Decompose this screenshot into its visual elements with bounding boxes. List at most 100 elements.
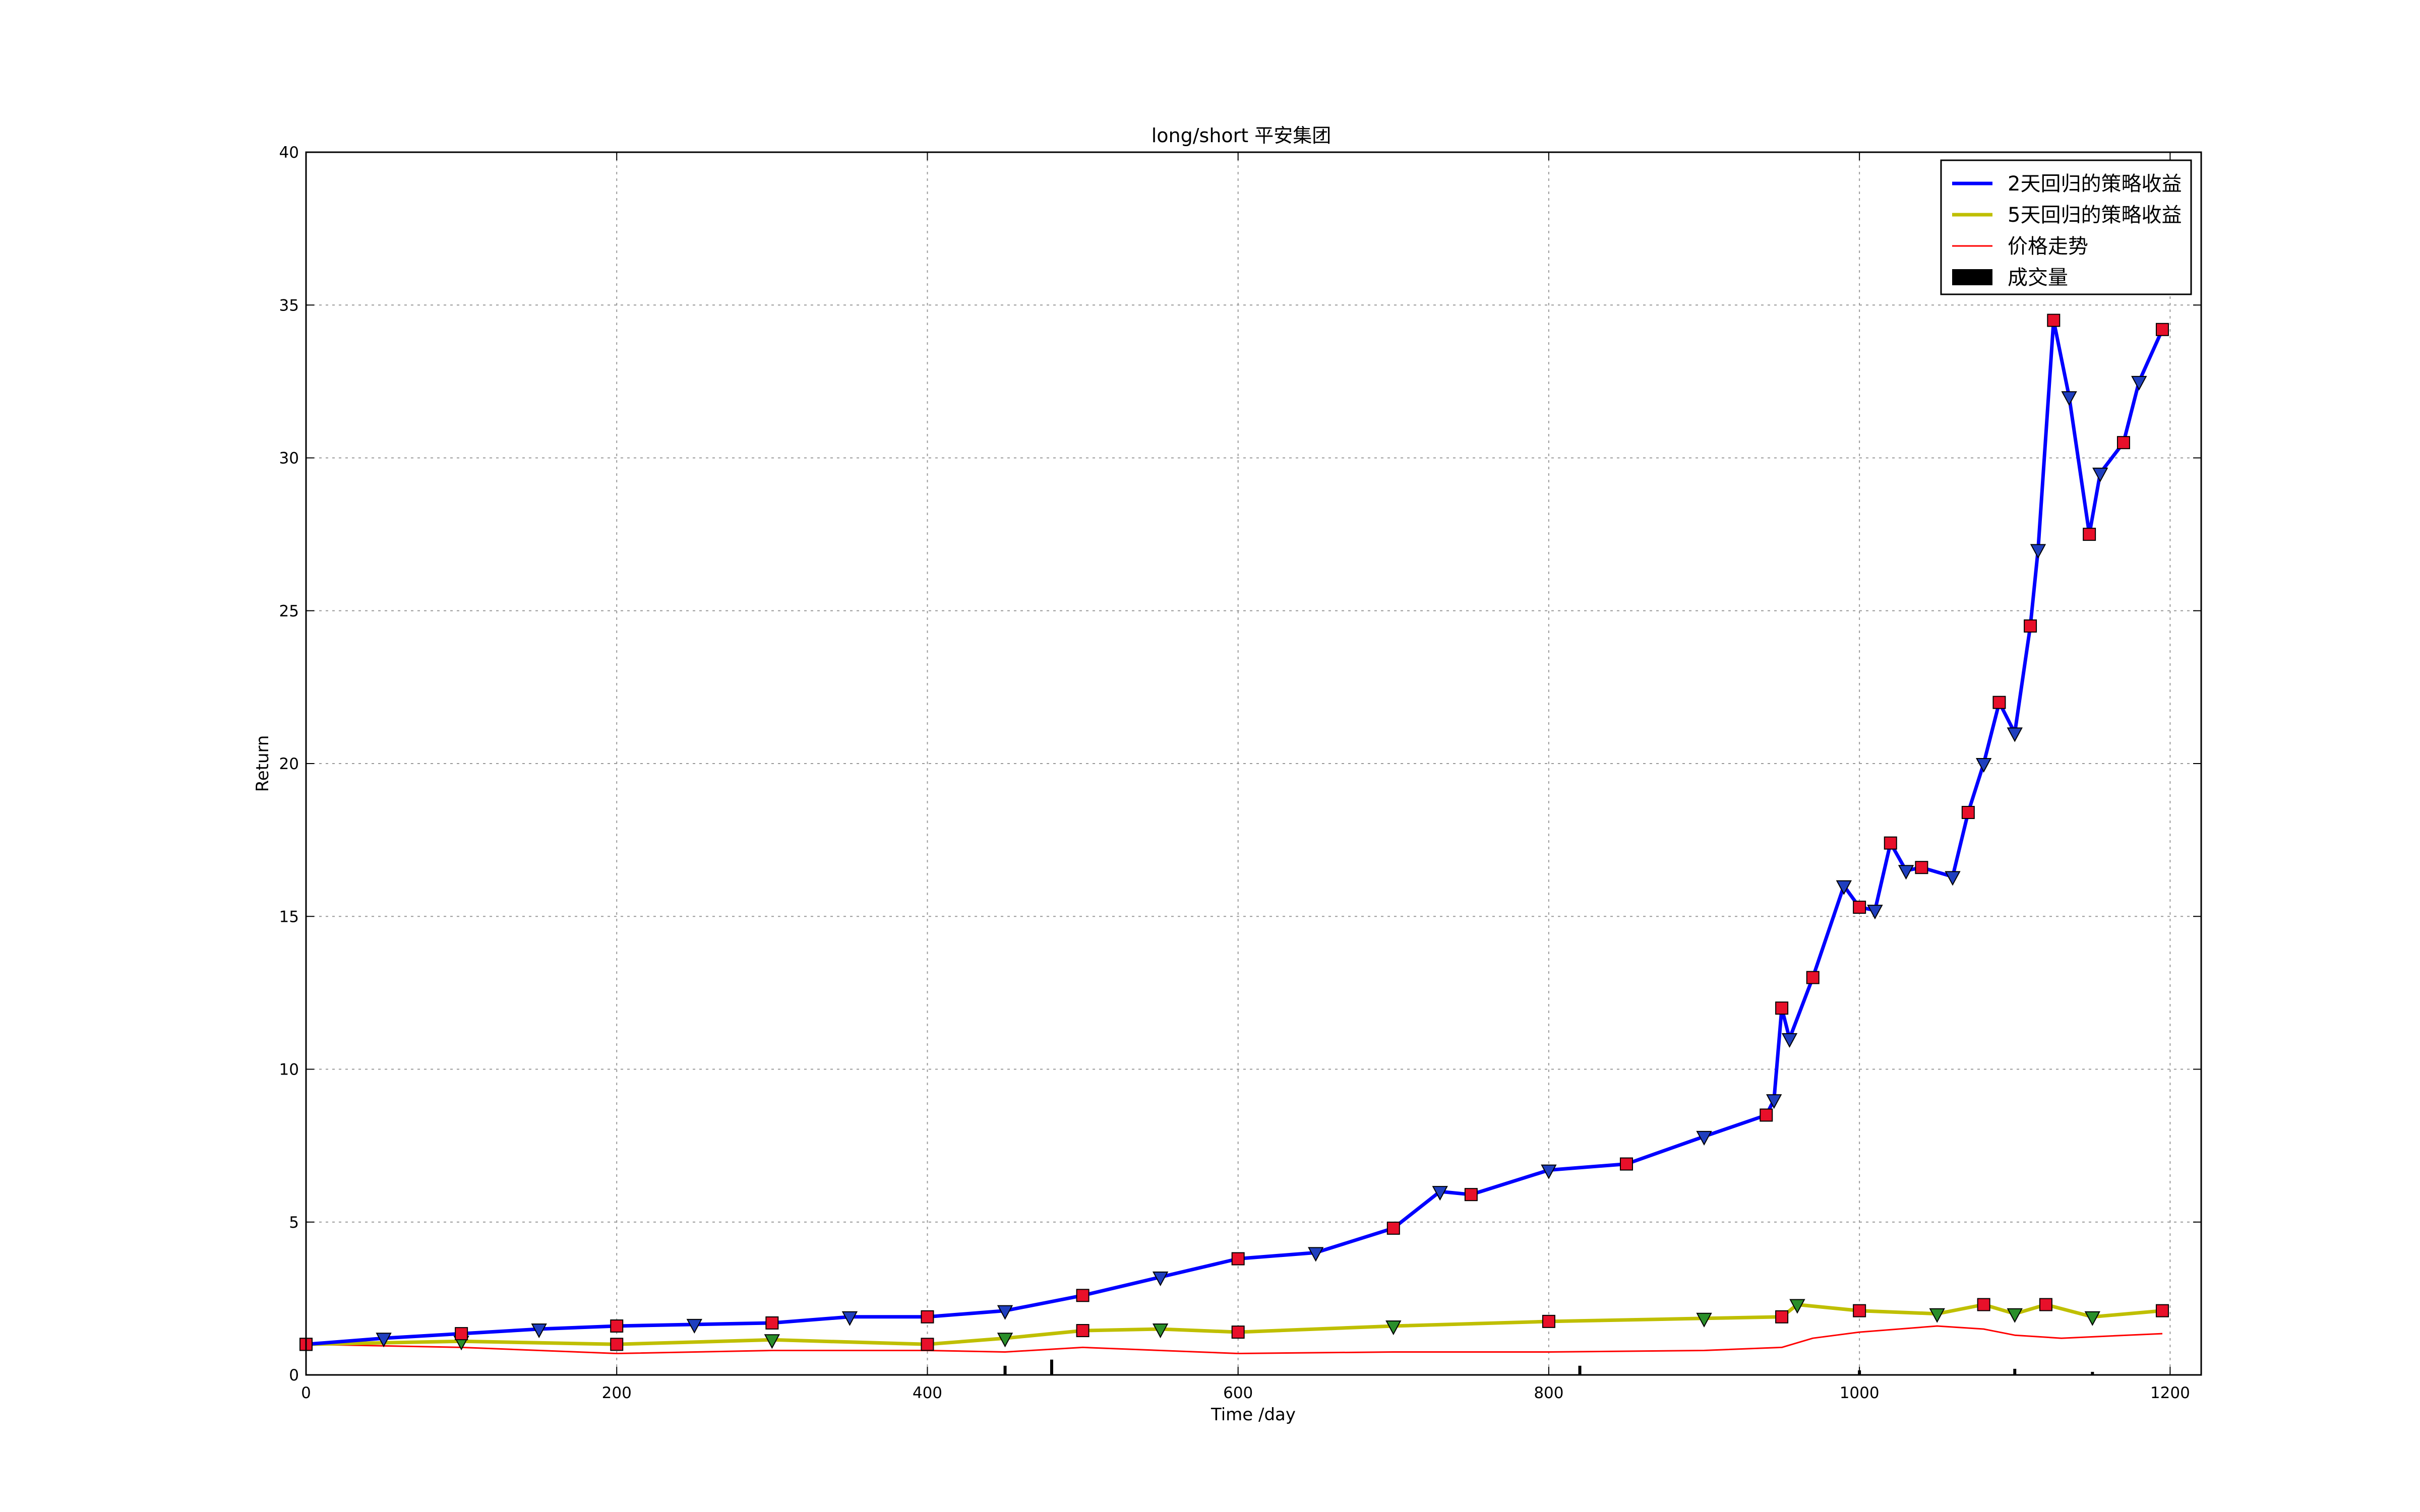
buy-marker: [1696, 1130, 1712, 1146]
x-tick-label: 200: [602, 1384, 632, 1402]
y-tick-label: 0: [289, 1366, 299, 1384]
sell-marker: [921, 1338, 934, 1351]
buy-marker: [2030, 544, 2046, 559]
buy-marker: [2131, 375, 2147, 391]
sell-marker: [1775, 1310, 1789, 1324]
x-tick-label: 1200: [2150, 1384, 2190, 1402]
sell-marker: [1853, 1304, 1866, 1317]
sell-marker: [2024, 619, 2037, 633]
buy-marker: [2084, 1311, 2100, 1326]
buy-marker: [1867, 905, 1883, 920]
sell-marker: [2047, 313, 2061, 327]
y-tick-label: 30: [279, 450, 299, 468]
y-tick-label: 15: [279, 908, 299, 926]
buy-marker: [686, 1318, 702, 1334]
sell-marker: [1076, 1324, 1090, 1338]
buy-marker: [1789, 1299, 1805, 1314]
buy-marker: [997, 1333, 1013, 1348]
buy-marker: [531, 1324, 547, 1339]
legend-swatch: [1952, 269, 1992, 285]
legend-label: 成交量: [2008, 266, 2068, 289]
volume-bar: [2013, 1368, 2017, 1375]
buy-marker: [1696, 1312, 1712, 1328]
legend-label: 2天回归的策略收益: [2008, 172, 2182, 196]
buy-marker: [841, 1311, 858, 1326]
sell-marker: [1231, 1326, 1245, 1339]
buy-marker: [1975, 758, 1992, 773]
sell-marker: [1386, 1221, 1400, 1235]
buy-marker: [1766, 1094, 1782, 1109]
y-tick-label: 10: [279, 1061, 299, 1079]
buy-marker: [1929, 1308, 1945, 1323]
sell-marker: [1760, 1108, 1773, 1122]
sell-marker: [1619, 1157, 1633, 1171]
x-tick-label: 800: [1534, 1384, 1563, 1402]
sell-marker: [1775, 1001, 1789, 1015]
volume-bar: [1050, 1359, 1053, 1375]
buy-marker: [2092, 467, 2108, 482]
buy-marker: [1308, 1247, 1324, 1262]
series-line: [306, 319, 2164, 1346]
sell-marker: [1884, 836, 1897, 850]
x-axis-label: Time /day: [1211, 1405, 1296, 1425]
series-line: [306, 1325, 2163, 1354]
sell-marker: [1853, 901, 1866, 914]
volume-bar: [1578, 1365, 1582, 1375]
sell-marker: [1977, 1298, 1990, 1311]
y-axis-ticks: 0 5 10 15 20 25 30 35 40: [279, 144, 2201, 1384]
buy-marker: [2007, 1308, 2023, 1323]
sell-marker: [1231, 1252, 1245, 1266]
legend-label: 5天回归的策略收益: [2008, 204, 2182, 227]
y-tick-label: 5: [289, 1214, 299, 1232]
sell-marker: [1915, 861, 1928, 874]
y-tick-label: 40: [279, 144, 299, 162]
sell-marker: [1806, 971, 1820, 984]
sell-marker: [1542, 1314, 1555, 1328]
buy-marker: [376, 1333, 392, 1348]
grid-lines: [306, 152, 2201, 1375]
buy-marker: [2061, 391, 2077, 406]
x-tick-label: 1000: [1840, 1384, 1880, 1402]
x-tick-label: 400: [913, 1384, 942, 1402]
volume-bar: [1003, 1365, 1007, 1375]
sell-marker: [1464, 1188, 1478, 1202]
series-layer: [299, 313, 2169, 1375]
buy-marker: [2007, 727, 2023, 742]
sell-marker: [2083, 528, 2096, 541]
sell-marker: [1992, 696, 2006, 709]
y-tick-label: 20: [279, 755, 299, 773]
sell-marker: [765, 1316, 779, 1330]
sell-marker: [455, 1327, 468, 1341]
buy-marker: [1385, 1320, 1402, 1336]
sell-marker: [1076, 1289, 1090, 1302]
buy-marker: [1152, 1271, 1169, 1287]
buy-marker: [1898, 865, 1914, 880]
y-tick-label: 35: [279, 296, 299, 314]
y-tick-label: 25: [279, 602, 299, 620]
buy-marker: [764, 1334, 780, 1349]
buy-marker: [1945, 871, 1961, 886]
sell-marker: [921, 1310, 934, 1324]
buy-marker: [1781, 1033, 1798, 1048]
volume-bar: [2091, 1371, 2094, 1375]
sell-marker: [2116, 436, 2130, 450]
buy-marker: [1152, 1324, 1169, 1339]
sell-marker: [610, 1338, 624, 1351]
y-axis-label: Return: [253, 735, 273, 792]
chart-title: long/short 平安集团: [1152, 124, 1332, 147]
sell-marker: [2039, 1298, 2052, 1311]
legend-label: 价格走势: [2008, 235, 2088, 258]
buy-marker: [1836, 880, 1852, 895]
sell-marker: [2155, 1304, 2169, 1317]
buy-marker: [997, 1305, 1013, 1320]
x-tick-label: 0: [301, 1384, 311, 1402]
buy-marker: [1432, 1186, 1448, 1201]
x-tick-label: 600: [1223, 1384, 1253, 1402]
buy-marker: [1541, 1164, 1557, 1179]
sell-marker: [610, 1319, 624, 1333]
sell-marker: [1961, 806, 1975, 820]
sell-marker: [2155, 323, 2169, 336]
x-axis-ticks: 0 200 400 600 800 1000 1200: [301, 152, 2190, 1402]
